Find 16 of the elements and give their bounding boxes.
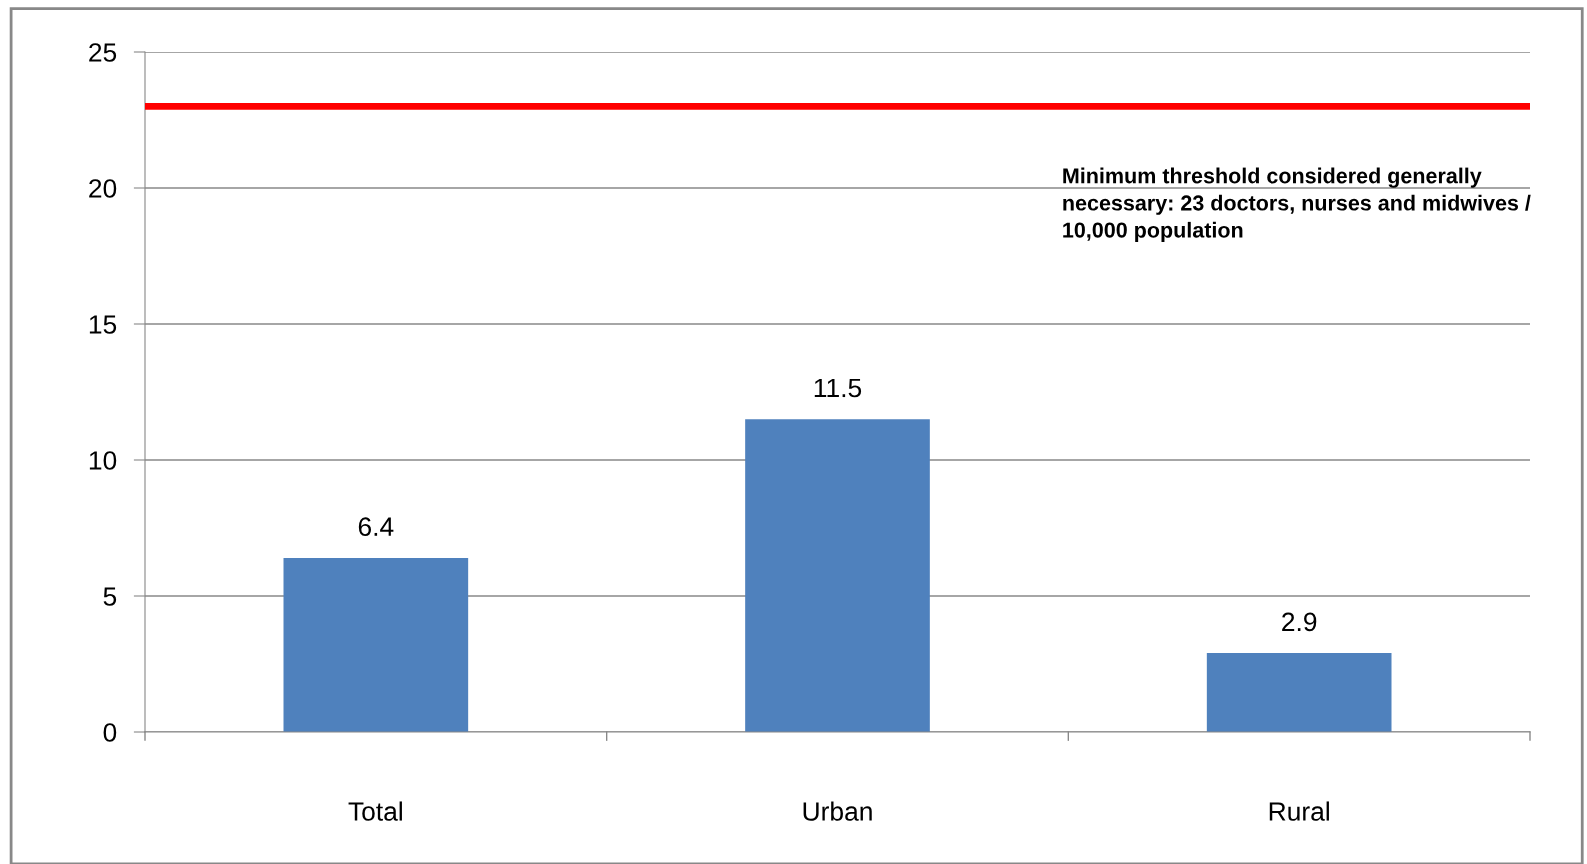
- x-tick-label: Total: [348, 801, 402, 821]
- data-label: 2.9: [1282, 612, 1317, 632]
- x-tick-label: Urban: [803, 801, 872, 821]
- y-tick-label: 5: [103, 587, 117, 606]
- ref-line-label: Minimum threshold considered generally necessary: 23 doctors, nurses and midwives / 10,000 population: [1063, 167, 1531, 242]
- bar: [1206, 653, 1392, 732]
- data-label: 6.4: [358, 517, 394, 537]
- bar: [745, 419, 930, 732]
- y-tick-label: 20: [89, 179, 117, 198]
- data-label: 11.5: [814, 378, 862, 398]
- y-tick-label: 25: [89, 43, 117, 62]
- y-tick-label: 15: [89, 315, 117, 334]
- y-tick-label: 10: [89, 451, 117, 470]
- x-tick-label: Rural: [1269, 801, 1329, 821]
- bar: [283, 557, 469, 732]
- y-tick-label: 0: [103, 723, 117, 742]
